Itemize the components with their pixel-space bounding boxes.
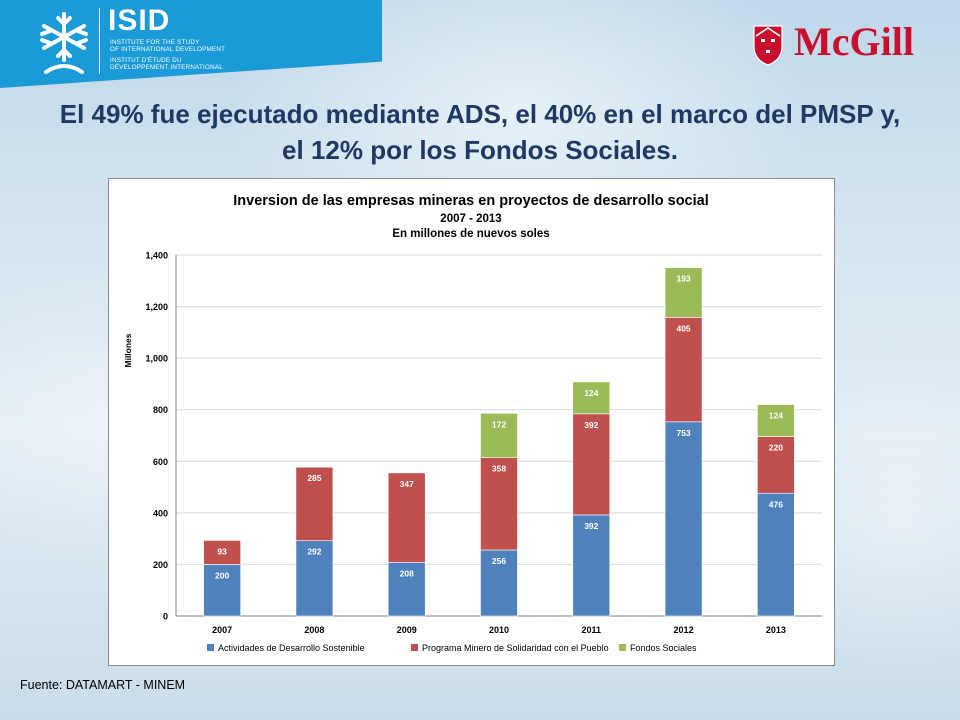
bar-segment [480,549,518,617]
data-label: 93 [217,546,227,556]
legend-swatch [619,644,626,651]
mcgill-wordmark: McGill [794,19,914,64]
slide-title-line-1: El 49% fue ejecutado mediante ADS, el 40… [59,99,901,129]
y-tick-label: 200 [153,560,168,570]
bar-segment [757,404,795,437]
x-tick-label: 2011 [582,625,602,635]
bar-segment [295,466,334,542]
data-label: 358 [492,464,506,474]
bar-segment [757,492,795,617]
y-axis-label: Millones [123,333,133,367]
isid-logo-banner: ISID INSTITUTE FOR THE STUDY OF INTERNAT… [0,0,382,88]
snowflake-tree-icon [40,12,88,74]
data-label: 476 [769,499,783,509]
data-label: 392 [584,420,598,430]
bar-segment [572,514,611,617]
x-tick-label: 2013 [766,625,786,635]
y-tick-label: 600 [153,457,168,467]
data-label: 200 [215,570,229,580]
legend-label: Fondos Sociales [630,643,697,653]
x-tick-label: 2008 [304,625,324,635]
y-tick-label: 400 [153,508,168,518]
bar-segment [480,413,518,458]
y-tick-label: 1,400 [145,251,168,261]
x-tick-label: 2009 [397,625,417,635]
legend-swatch [411,644,418,651]
source-note: Fuente: DATAMART - MINEM [20,678,186,692]
data-label: 220 [769,443,783,453]
slide-title: El 49% fue ejecutado mediante ADS, el 40… [0,96,960,168]
data-label: 124 [584,388,598,398]
mcgill-crest-icon [753,25,783,66]
bar-segment [572,413,611,516]
data-label: 405 [676,323,690,333]
slide-title-line-2: el 12% por los Fondos Sociales. [282,135,678,165]
bar-segment [572,381,611,415]
y-tick-label: 1,200 [145,302,168,312]
isid-divider [99,8,100,74]
data-label: 347 [400,479,414,489]
bar-segment [664,421,703,617]
bar-segment [757,436,795,494]
y-tick-label: 800 [153,405,168,415]
bar-segment [295,540,334,617]
bar-segment [387,472,426,563]
isid-subtitle-line: OF INTERNATIONAL DEVELOPMENT [110,46,226,53]
chart-title: Inversion de las empresas mineras en pro… [233,193,708,209]
data-label: 193 [676,274,690,284]
legend-label: Actividades de Desarrollo Sostenible [218,643,365,653]
data-label: 172 [492,419,506,429]
data-label: 256 [492,556,506,566]
stacked-bar-chart: Inversion de las empresas mineras en pro… [123,193,822,653]
data-label: 285 [307,473,321,483]
chart-subtitle: 2007 - 2013 [440,213,501,225]
isid-wordmark: ISID [108,4,171,37]
x-tick-label: 2012 [674,625,694,635]
bar-segment [664,267,703,318]
data-label: 392 [584,521,598,531]
legend-swatch [207,644,214,651]
bar-segment [664,317,703,423]
bar-segment [203,540,241,565]
chart-subtitle: En millones de nuevos soles [392,228,549,240]
data-label: 753 [676,428,690,438]
isid-subtitle-line: INSTITUT D'ÉTUDE DU [110,57,182,64]
x-tick-label: 2007 [212,625,232,635]
x-tick-label: 2010 [489,625,509,635]
y-tick-label: 0 [163,612,168,622]
bar-segment [480,457,518,551]
isid-subtitle-line: DÉVELOPPEMENT INTERNATIONAL [110,64,223,71]
data-label: 208 [400,568,414,578]
legend-label: Programa Minero de Solidaridad con el Pu… [422,643,609,653]
y-tick-label: 1,000 [145,354,168,364]
data-label: 292 [307,547,321,557]
isid-subtitle-line: INSTITUTE FOR THE STUDY [110,39,200,46]
chart-container: Inversion de las empresas mineras en pro… [108,178,835,666]
data-label: 124 [769,411,783,421]
